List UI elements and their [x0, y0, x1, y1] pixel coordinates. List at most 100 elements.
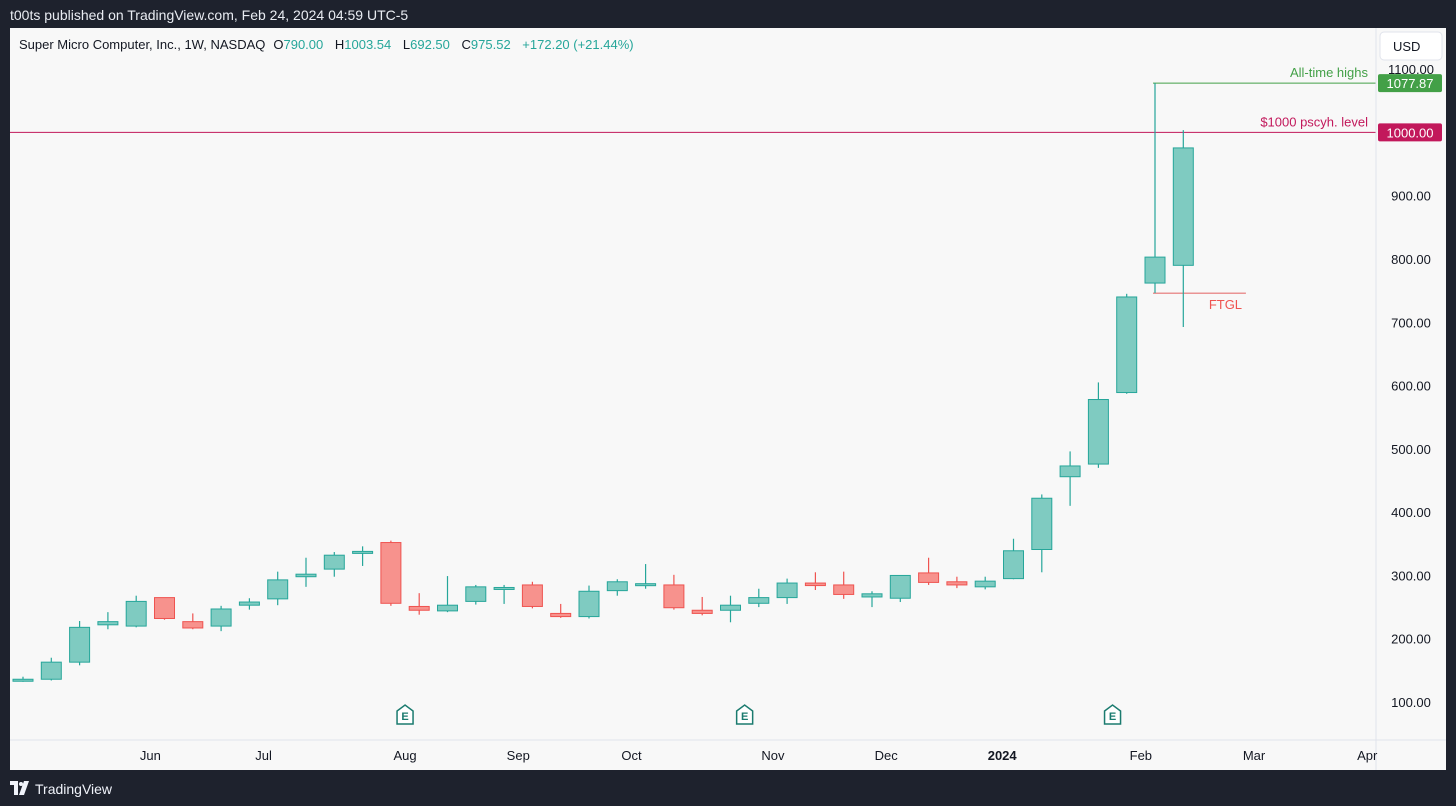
- candle-body: [154, 597, 175, 619]
- y-tick-label: 300.00: [1391, 568, 1431, 583]
- candle-body: [493, 586, 515, 590]
- candle: [1116, 293, 1138, 394]
- candle: [606, 579, 628, 596]
- candle: [946, 576, 968, 589]
- currency-label: USD: [1393, 39, 1420, 54]
- x-tick-label: Aug: [393, 748, 416, 763]
- candle: [1003, 538, 1024, 580]
- candle: [210, 605, 232, 632]
- candle-body: [861, 593, 883, 598]
- candle-body: [465, 586, 487, 602]
- legend-high-value: 1003.54: [344, 37, 391, 52]
- x-tick-label: Feb: [1130, 748, 1152, 763]
- candle: [1172, 130, 1194, 328]
- ath-label: All-time highs: [1290, 65, 1369, 80]
- candle: [578, 585, 600, 619]
- candle: [1031, 494, 1053, 573]
- candle-body: [946, 581, 968, 586]
- candle-body: [748, 597, 770, 604]
- candle-body: [804, 582, 826, 587]
- candle-body: [1172, 147, 1194, 266]
- legend-low-label: L: [403, 37, 410, 52]
- candle: [238, 598, 260, 610]
- candle-body: [833, 584, 855, 595]
- ath-price-badge: [1378, 74, 1442, 93]
- candle-body: [1087, 399, 1109, 465]
- candle-body: [1116, 296, 1138, 394]
- x-tick-label: Mar: [1243, 748, 1266, 763]
- candle: [12, 676, 34, 682]
- ath-price-badge-text: 1077.87: [1387, 76, 1434, 91]
- earnings-label: E: [741, 711, 748, 723]
- candle: [833, 571, 855, 599]
- footer-bar: TradingView: [0, 770, 1456, 806]
- candle-body: [352, 550, 374, 554]
- currency-button[interactable]: USD: [1379, 31, 1443, 61]
- candle-body: [1059, 465, 1081, 478]
- candle-body: [295, 573, 317, 578]
- psych-level-label: $1000 pscyh. level: [1260, 114, 1368, 129]
- candle: [465, 584, 487, 605]
- candle-body: [1003, 550, 1024, 580]
- svg-text:O790.00 H1003.54: O790.00 H1003.54 L692.50 C975.52 +172.20…: [273, 37, 633, 52]
- candle-body: [974, 580, 996, 588]
- tradingview-brand: TradingView: [35, 781, 113, 797]
- earnings-icon[interactable]: E: [735, 704, 754, 725]
- x-tick-label: Dec: [875, 748, 899, 763]
- candle: [352, 546, 374, 566]
- candle-body: [606, 581, 628, 592]
- candle-body: [380, 542, 402, 604]
- candle-body: [97, 621, 119, 626]
- candle-body: [437, 604, 458, 612]
- candle: [125, 595, 147, 628]
- earnings-label: E: [1109, 711, 1116, 723]
- candle: [691, 596, 713, 616]
- earnings-label: E: [401, 711, 408, 723]
- candle: [154, 597, 175, 620]
- candle-body: [663, 584, 685, 609]
- candle-body: [323, 554, 345, 570]
- candle: [40, 657, 62, 681]
- candlestick-chart[interactable]: All-time highs $1000 pscyh. level FTGL E E E…: [10, 28, 1446, 770]
- x-tick-label: Jul: [255, 748, 272, 763]
- y-tick-label: 1100.00: [1388, 62, 1434, 77]
- candle: [550, 603, 572, 618]
- earnings-icon[interactable]: E: [1103, 704, 1122, 725]
- chart-panel[interactable]: All-time highs $1000 pscyh. level FTGL E E E…: [10, 28, 1446, 770]
- candle-body: [521, 584, 543, 607]
- psych-price-badge-text: 1000.00: [1387, 125, 1434, 140]
- candle: [748, 588, 770, 608]
- legend-open-label: O: [273, 37, 283, 52]
- candle: [804, 572, 826, 591]
- y-tick-label: 100.00: [1391, 695, 1431, 710]
- y-tick-label: 400.00: [1391, 505, 1431, 520]
- x-tick-label: 2024: [988, 748, 1018, 763]
- candle: [437, 576, 458, 613]
- earnings-icon[interactable]: E: [396, 704, 414, 725]
- legend-ohlc: O790.00 H1003.54 L692.50 C975.52 +172.20…: [273, 37, 633, 52]
- legend-change: +172.20 (+21.44%): [522, 37, 633, 52]
- candle: [521, 581, 543, 609]
- candle: [408, 593, 430, 615]
- candle: [323, 552, 345, 577]
- candle: [182, 613, 204, 630]
- candle: [663, 574, 685, 610]
- legend-low-value: 692.50: [410, 37, 450, 52]
- candle-body: [408, 605, 430, 611]
- candle-body: [238, 601, 260, 606]
- x-tick-label: Apr: [1357, 748, 1378, 763]
- candle-body: [691, 609, 713, 614]
- x-tick-label: Sep: [507, 748, 530, 763]
- candle-body: [635, 583, 657, 587]
- publish-header: t00ts published on TradingView.com, Feb …: [0, 0, 1456, 28]
- candle-body: [182, 621, 204, 629]
- candle-body: [578, 590, 600, 618]
- candle: [720, 595, 741, 623]
- legend-close-value: 975.52: [471, 37, 511, 52]
- tradingview-logo-icon: [10, 781, 29, 795]
- candle: [1144, 83, 1166, 294]
- y-tick-label: 500.00: [1391, 442, 1431, 457]
- candle-body: [12, 678, 34, 682]
- candle-body: [1144, 256, 1166, 284]
- candle: [69, 621, 91, 666]
